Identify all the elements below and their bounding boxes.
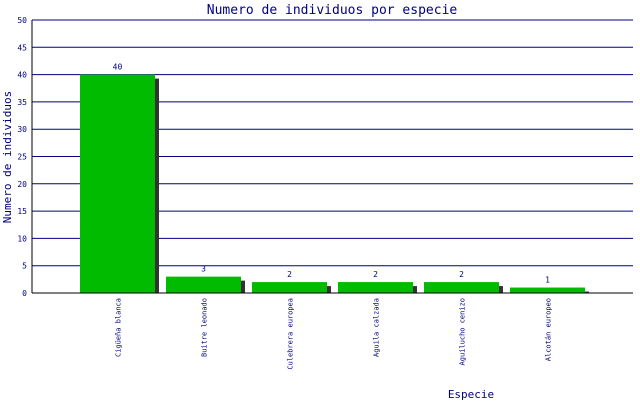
y-tick-label: 50	[17, 16, 27, 25]
bar	[80, 74, 155, 293]
data-label: 2	[459, 270, 464, 279]
bars	[80, 74, 589, 293]
x-tick-label: Buitre leonado	[201, 298, 209, 357]
y-tick-label: 30	[17, 125, 27, 134]
bar-shadow	[585, 291, 589, 293]
data-label: 40	[113, 63, 123, 72]
x-tick-label: Cigüeña blanca	[115, 298, 123, 357]
y-tick-label: 0	[22, 289, 27, 298]
chart-title: Numero de individuos por especie	[207, 3, 458, 18]
bar-shadow	[327, 286, 331, 293]
bar-shadow	[155, 78, 159, 293]
y-tick-label: 15	[17, 207, 27, 216]
axes	[31, 20, 633, 294]
bar	[510, 287, 585, 293]
y-tick-label: 5	[22, 262, 27, 271]
y-axis-label: Numero de individuos	[1, 91, 14, 223]
y-tick-label: 25	[17, 153, 27, 162]
y-tick-label: 45	[17, 43, 27, 52]
y-tick-label: 40	[17, 71, 27, 80]
bar-shadow	[241, 280, 245, 293]
data-label: 3	[201, 265, 206, 274]
data-labels: 40 3 2 2 2 1	[113, 63, 550, 285]
y-ticks: 0 5 10 15 20 25 30 35 40 45 50	[17, 16, 27, 298]
y-tick-label: 35	[17, 98, 27, 107]
x-tick-label: Aguila calzada	[373, 298, 381, 357]
bar	[166, 276, 241, 293]
data-label: 2	[373, 270, 378, 279]
x-tick-label: Culebrera europea	[287, 298, 295, 370]
bar	[338, 282, 413, 293]
data-label: 1	[545, 276, 550, 285]
x-axis-label: Especie	[448, 388, 494, 400]
x-tick-label: Alcotán europeo	[545, 298, 553, 361]
category-labels: Cigüeña blanca Buitre leonado Culebrera eu…	[115, 298, 553, 370]
y-tick-label: 10	[17, 234, 27, 243]
bar-shadow	[413, 286, 417, 293]
bar-shadow	[499, 286, 503, 293]
bar	[252, 282, 327, 293]
bar	[424, 282, 499, 293]
x-tick-label: Aguilucho cenizo	[459, 298, 467, 365]
data-label: 2	[287, 270, 292, 279]
y-tick-label: 20	[17, 180, 27, 189]
